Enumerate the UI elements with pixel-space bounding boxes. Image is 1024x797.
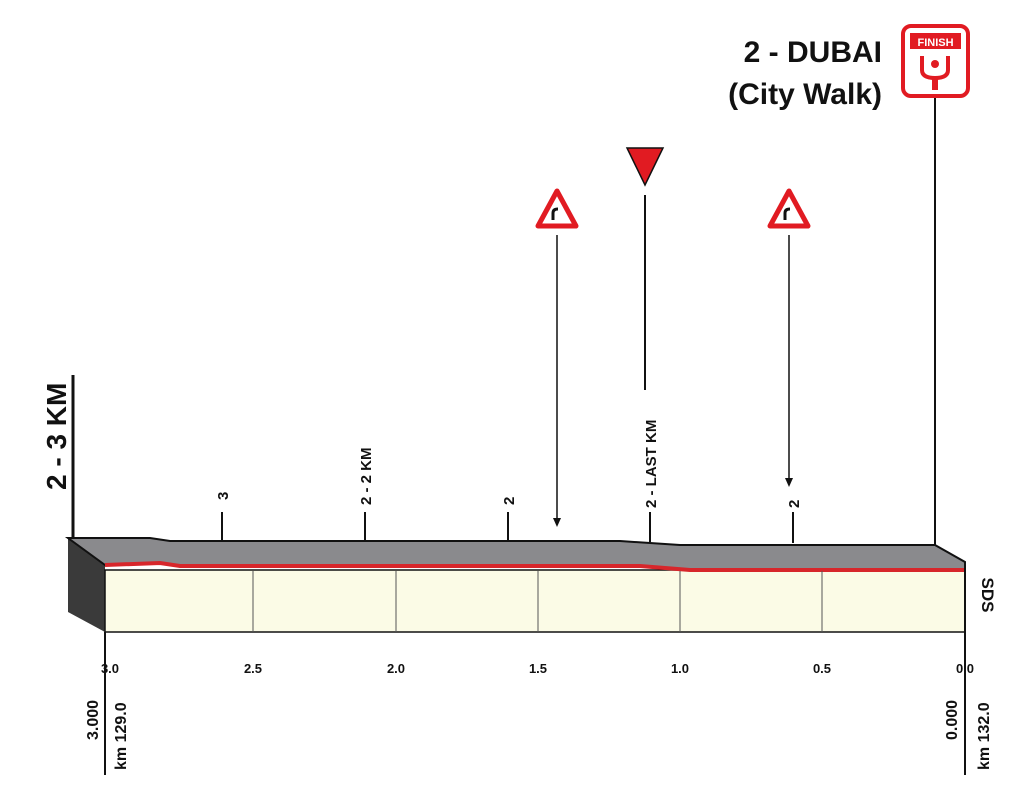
start-altitude: 3.000: [85, 700, 102, 740]
point-ticks: [221, 195, 794, 543]
axis-label: 1.0: [671, 661, 689, 676]
axis: 3.0 2.5 2.0 1.5 1.0 0.5 0.0: [101, 661, 974, 676]
point-label: 2 - 2 KM: [358, 447, 375, 505]
start-km: km 129.0: [113, 702, 130, 770]
finish-badge-text: FINISH: [917, 37, 953, 49]
end-km: km 132.0: [976, 702, 993, 770]
end-altitude: 0.000: [944, 700, 961, 740]
point-label: 2: [786, 500, 803, 508]
km-gridlines: [252, 571, 823, 632]
point-label: 2: [501, 497, 518, 505]
axis-label: 1.5: [529, 661, 547, 676]
finish-name: 2 - DUBAI: [744, 36, 882, 69]
logo: SDS: [978, 578, 997, 613]
finish-place: (City Walk): [728, 78, 882, 111]
axis-label: 0.0: [956, 661, 974, 676]
warning-sign: [767, 188, 811, 487]
last-km-flag: [625, 147, 665, 187]
axis-label: 2.0: [387, 661, 405, 676]
point-label: 2 - LAST KM: [643, 420, 660, 508]
axis-label: 3.0: [101, 661, 119, 676]
axis-label: 0.5: [813, 661, 831, 676]
profile-side: [68, 538, 105, 632]
finish-badge: FINISH: [901, 24, 970, 98]
warning-sign: [535, 188, 579, 527]
point-label: 3: [215, 492, 232, 500]
axis-label: 2.5: [244, 661, 262, 676]
title: 2 - 3 KM: [41, 383, 72, 490]
profile-front: [104, 569, 966, 633]
route-line: [104, 560, 965, 572]
